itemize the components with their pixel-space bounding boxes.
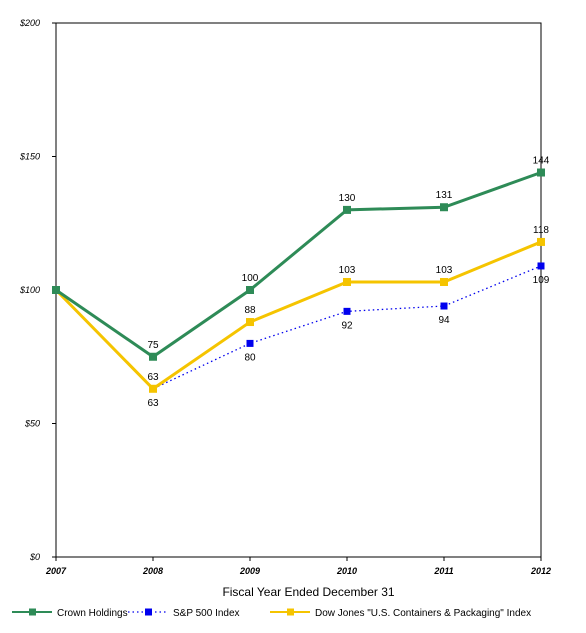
data-label: 131 xyxy=(436,190,453,201)
legend-label-dow-jones-u-s-containers-packaging-index: Dow Jones "U.S. Containers & Packaging" … xyxy=(315,608,531,619)
series-line-s-p-500-index xyxy=(55,265,542,390)
y-tick-label: $50 xyxy=(24,419,40,429)
data-label: 75 xyxy=(147,340,159,351)
series-line-dow-jones-u-s-containers-packaging-index xyxy=(54,240,542,391)
y-tick-label: $200 xyxy=(19,18,40,28)
data-label: 88 xyxy=(244,305,256,316)
y-tick-label: $0 xyxy=(29,552,40,562)
data-labels: 75 100 130 131 144 63 80 92 94 109 63 88 103 103 118 xyxy=(147,156,549,409)
legend: Crown Holdings S&P 500 Index Dow Jones "U.… xyxy=(12,608,531,619)
data-point-dow-jones-u-s-containers-packaging-index xyxy=(149,384,157,393)
data-label: 103 xyxy=(436,265,453,276)
data-label: 103 xyxy=(339,265,356,276)
data-label: 63 xyxy=(147,372,159,383)
data-point-crown-holdings xyxy=(537,168,545,177)
legend-label-crown-holdings: Crown Holdings xyxy=(57,608,128,619)
data-label: 92 xyxy=(341,320,353,331)
data-label: 63 xyxy=(147,398,159,409)
data-label: 100 xyxy=(242,273,259,284)
data-point-s-p-500-index xyxy=(246,339,254,347)
data-label: 109 xyxy=(533,275,550,286)
data-label: 118 xyxy=(533,225,549,236)
data-point-crown-holdings xyxy=(440,203,448,212)
y-axis: $0 $50 $100 $150 $200 xyxy=(19,18,56,562)
x-axis: 2007 2008 2009 2010 2011 2012 xyxy=(45,557,551,576)
legend-marker-s-p-500-index xyxy=(145,608,152,616)
x-tick-label: 2008 xyxy=(142,566,163,576)
data-point-dow-jones-u-s-containers-packaging-index xyxy=(343,277,351,286)
data-point-crown-holdings xyxy=(343,205,351,214)
data-point-crown-holdings xyxy=(149,352,157,361)
data-point-dow-jones-u-s-containers-packaging-index xyxy=(440,277,448,286)
data-point-dow-jones-u-s-containers-packaging-index xyxy=(246,318,254,327)
data-point-crown-holdings xyxy=(52,286,60,294)
legend-label-s-p-500-index: S&P 500 Index xyxy=(173,608,240,619)
x-tick-label: 2010 xyxy=(336,566,357,576)
data-label: 130 xyxy=(339,193,356,204)
data-point-dow-jones-u-s-containers-packaging-index xyxy=(537,237,545,246)
plot-area-frame xyxy=(55,22,542,558)
data-point-s-p-500-index xyxy=(537,262,545,270)
data-label: 94 xyxy=(438,315,450,326)
x-tick-label: 2007 xyxy=(45,566,67,576)
data-label: 80 xyxy=(244,352,256,363)
x-tick-label: 2011 xyxy=(433,566,453,576)
y-tick-label: $150 xyxy=(19,152,40,162)
x-tick-label: 2012 xyxy=(530,566,551,576)
data-point-s-p-500-index xyxy=(343,307,351,315)
series-line-crown-holdings xyxy=(55,171,542,359)
x-axis-title: Fiscal Year Ended December 31 xyxy=(222,585,394,599)
data-point-crown-holdings xyxy=(246,286,254,294)
legend-marker-dow-jones-u-s-containers-packaging-index xyxy=(287,608,294,616)
x-tick-label: 2009 xyxy=(239,566,260,576)
legend-marker-crown-holdings xyxy=(29,608,36,616)
series-group xyxy=(52,168,545,393)
y-tick-label: $100 xyxy=(19,285,40,295)
data-label: 144 xyxy=(533,156,550,167)
data-point-s-p-500-index xyxy=(440,302,448,310)
